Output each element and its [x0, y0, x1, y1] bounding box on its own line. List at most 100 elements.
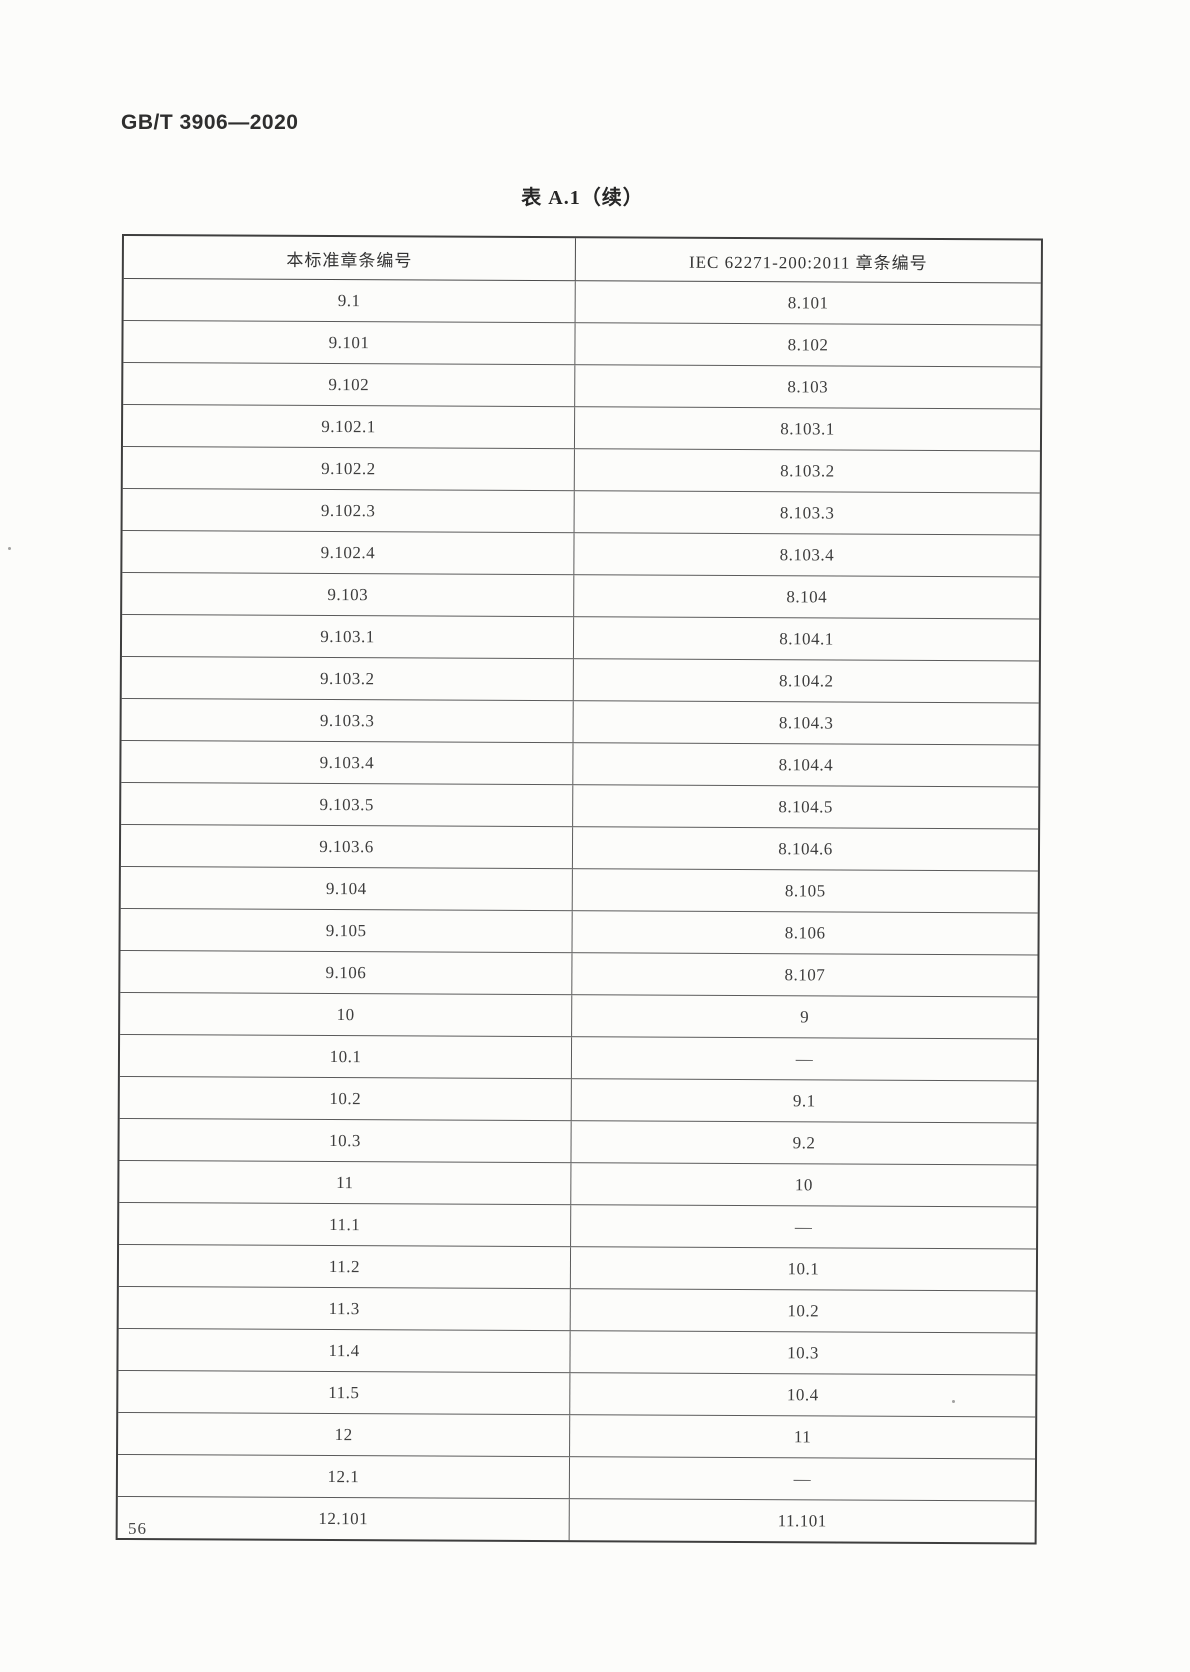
table-row: 9.1 8.101: [123, 279, 1041, 326]
gb-clause-cell: 9.103: [122, 573, 575, 617]
table-row: 9.105 8.106: [120, 909, 1038, 956]
table-row: 9.102.4 8.103.4: [122, 531, 1040, 578]
iec-clause-cell: —: [794, 1216, 813, 1236]
iec-clause-cell: 8.101: [787, 292, 829, 312]
iec-clause-cell: 10: [794, 1174, 813, 1194]
gb-clause-cell: 9.102.1: [122, 405, 576, 449]
iec-clause-cell: 8.102: [787, 334, 829, 354]
gb-clause-cell: 11.1: [119, 1202, 572, 1247]
table-row: 11 10: [119, 1160, 1037, 1208]
iec-clause-cell: 8.104.1: [779, 628, 834, 648]
standard-code: GB/T 3906—2020: [121, 111, 299, 134]
gb-clause-cell: 9.102.4: [122, 531, 575, 575]
iec-clause-cell: 8.103.4: [779, 544, 835, 564]
gb-clause-cell: 12: [118, 1412, 571, 1457]
table-row: 9.102.3 8.103.3: [122, 489, 1040, 536]
gb-clause-cell: 9.103.6: [120, 825, 574, 869]
table-row: 9.104 8.105: [120, 867, 1038, 914]
table-row: 11.2 10.1: [118, 1244, 1037, 1292]
table-header-row: 本标准章条编号 IEC 62271-200:2011 章条编号: [123, 236, 1041, 284]
iec-clause-cell: 9: [800, 1006, 810, 1026]
table-body: 9.1 8.101 9.101 8.102 9.102 8.103 9.102.1 8.103…: [117, 279, 1041, 1542]
iec-clause-cell: 8.107: [784, 964, 826, 984]
table-row: 9.106 8.107: [120, 951, 1038, 998]
gb-clause-cell: 10.2: [119, 1076, 572, 1121]
gb-clause-cell: 9.102: [123, 363, 576, 407]
gb-clause-cell: 11.4: [118, 1328, 571, 1373]
iec-clause-cell: 8.103.1: [780, 418, 835, 438]
gb-clause-cell: 9.102.3: [122, 489, 575, 533]
gb-clause-cell: 11: [119, 1160, 572, 1205]
gb-clause-cell: 9.106: [120, 951, 573, 995]
iec-clause-cell: 8.106: [784, 922, 826, 942]
scan-speck: [8, 547, 11, 550]
iec-clause-cell: 10.4: [786, 1384, 819, 1404]
iec-clause-cell: 8.104: [786, 586, 828, 606]
gb-clause-cell: 10: [120, 993, 573, 1037]
iec-clause-cell: 8.104.3: [778, 712, 834, 732]
table-row: 11.4 10.3: [118, 1328, 1036, 1376]
iec-clause-cell: 8.104.5: [778, 796, 834, 816]
table-row: 9.103 8.104: [122, 573, 1040, 620]
table-row: 9.101 8.102: [123, 321, 1041, 368]
column-header-iec-clause: IEC 62271-200:2011 章条编号: [688, 252, 928, 273]
table-row: 9.103.3 8.104.3: [121, 699, 1039, 746]
table-row: 11.1 —: [119, 1202, 1037, 1250]
table-row: 9.103.2 8.104.2: [121, 657, 1039, 704]
iec-clause-cell: 11.101: [777, 1510, 827, 1530]
gb-clause-cell: 9.103.3: [121, 699, 574, 743]
iec-clause-cell: 8.104.2: [779, 670, 834, 690]
gb-clause-cell: 11.3: [118, 1286, 571, 1331]
iec-clause-cell: 8.104.6: [778, 838, 833, 858]
table-row: 10 9: [120, 993, 1038, 1040]
scan-speck: [952, 1400, 955, 1403]
iec-clause-cell: 10.3: [787, 1342, 819, 1362]
gb-clause-cell: 11.2: [118, 1244, 572, 1289]
iec-clause-cell: 8.104.4: [778, 754, 834, 774]
gb-clause-cell: 9.1: [123, 279, 576, 323]
iec-clause-cell: —: [793, 1468, 812, 1488]
table-row: 12.101 11.101: [117, 1496, 1035, 1542]
iec-clause-cell: 9.1: [792, 1090, 816, 1110]
column-header-gb-clause: 本标准章条编号: [123, 236, 576, 281]
table-row: 11.3 10.2: [118, 1286, 1036, 1334]
gb-clause-cell: 9.101: [123, 321, 576, 365]
iec-clause-cell: 8.103.3: [779, 502, 835, 522]
gb-clause-cell: 9.103.2: [121, 657, 574, 701]
gb-clause-cell: 9.105: [120, 909, 573, 953]
iec-clause-cell: 8.105: [784, 880, 826, 900]
table-row: 9.102.1 8.103.1: [122, 405, 1041, 452]
table-row: 9.102 8.103: [123, 363, 1041, 410]
table-row: 12.1 —: [117, 1454, 1036, 1502]
page-number: 56: [128, 1519, 147, 1538]
iec-clause-cell: 8.103: [787, 376, 829, 396]
iec-clause-cell: 8.103.2: [780, 460, 835, 480]
table-row: 10.1 —: [119, 1035, 1038, 1082]
table-row: 11.5 10.4: [118, 1370, 1036, 1418]
gb-clause-cell: 9.103.5: [121, 783, 574, 827]
table-row: 9.103.4 8.104.4: [121, 741, 1039, 788]
iec-clause-cell: 10.1: [787, 1258, 820, 1278]
gb-clause-cell: 12.101: [117, 1496, 570, 1541]
iec-clause-cell: 11: [793, 1426, 812, 1446]
table-row: 12 11: [118, 1412, 1036, 1460]
table-row: 9.103.5 8.104.5: [121, 783, 1039, 830]
gb-clause-cell: 10.1: [119, 1035, 573, 1079]
table-row: 10.2 9.1: [119, 1076, 1037, 1124]
table-title: 表 A.1（续）: [521, 187, 644, 209]
gb-clause-cell: 9.103.1: [121, 615, 575, 659]
gb-clause-cell: 9.102.2: [122, 447, 575, 491]
gb-clause-cell: 9.104: [120, 867, 573, 911]
iec-clause-cell: 9.2: [792, 1132, 816, 1152]
gb-clause-cell: 12.1: [117, 1454, 571, 1499]
table-row: 9.103.1 8.104.1: [121, 615, 1040, 662]
table-row: 10.3 9.2: [119, 1118, 1037, 1166]
gb-clause-cell: 9.103.4: [121, 741, 574, 785]
table-row: 9.102.2 8.103.2: [122, 447, 1040, 494]
table-row: 9.103.6 8.104.6: [120, 825, 1039, 872]
gb-clause-cell: 10.3: [119, 1118, 572, 1163]
gb-clause-cell: 11.5: [118, 1370, 571, 1415]
iec-clause-cell: 10.2: [787, 1300, 820, 1320]
iec-clause-cell: —: [795, 1048, 814, 1068]
